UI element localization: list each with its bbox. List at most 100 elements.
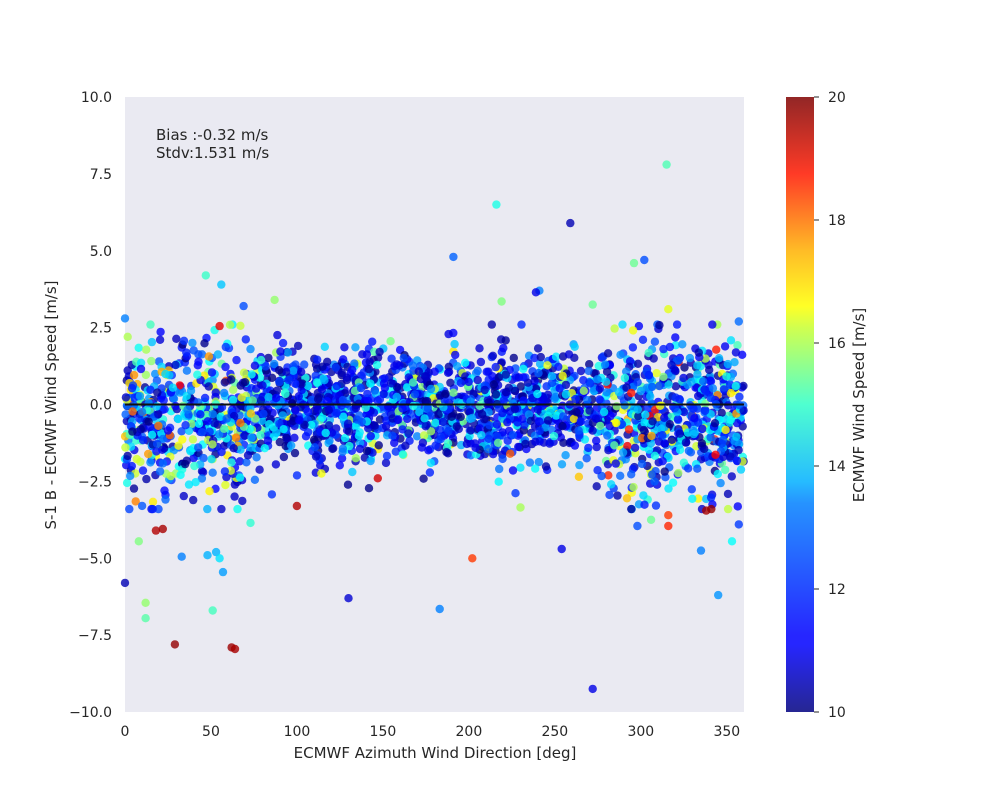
data-point <box>128 407 137 416</box>
data-point <box>451 350 460 360</box>
data-point <box>410 390 420 399</box>
data-point <box>303 381 313 391</box>
data-point <box>607 480 616 489</box>
data-point <box>412 432 422 441</box>
data-point <box>670 403 680 413</box>
data-point <box>137 501 147 511</box>
data-point <box>255 465 264 474</box>
data-point <box>154 504 163 514</box>
data-point <box>452 422 461 431</box>
data-point <box>449 388 458 397</box>
data-point <box>572 408 581 417</box>
data-point <box>602 388 611 397</box>
colorbar-tick-label: 10 <box>828 705 846 721</box>
data-point <box>256 431 265 440</box>
data-point <box>356 384 366 393</box>
data-point <box>644 348 653 358</box>
data-point <box>534 368 543 378</box>
colorbar <box>786 97 814 712</box>
data-point <box>151 369 160 379</box>
data-point <box>488 351 498 360</box>
data-point <box>681 438 691 447</box>
data-point <box>291 379 300 388</box>
data-point <box>384 402 393 411</box>
data-point <box>146 320 155 329</box>
data-point <box>531 464 540 473</box>
data-point <box>225 320 235 329</box>
y-axis-label: S-1 B - ECMWF Wind Speed [m/s] <box>42 280 60 529</box>
data-point <box>256 355 266 365</box>
data-point <box>382 451 392 461</box>
data-point <box>501 388 511 397</box>
data-point <box>603 349 613 358</box>
data-point <box>732 432 741 441</box>
data-point <box>362 446 372 456</box>
data-point <box>390 438 399 448</box>
data-point <box>559 412 568 421</box>
data-point <box>324 405 333 415</box>
data-point <box>509 353 518 363</box>
data-point <box>731 382 740 391</box>
data-point <box>160 486 169 495</box>
data-point <box>237 393 246 402</box>
data-point <box>313 355 322 364</box>
data-point <box>170 640 180 649</box>
data-point <box>194 350 203 359</box>
data-point <box>205 427 214 436</box>
data-point <box>487 320 496 329</box>
data-point <box>292 471 302 480</box>
data-point <box>569 414 579 423</box>
data-point <box>593 466 602 475</box>
y-tick-label: 7.5 <box>90 167 112 183</box>
data-point <box>348 467 357 477</box>
data-point <box>503 418 512 427</box>
data-point <box>364 396 373 406</box>
data-point <box>272 428 281 437</box>
data-point <box>247 433 256 442</box>
data-point <box>561 390 571 399</box>
data-point <box>208 606 217 615</box>
data-point <box>208 410 217 419</box>
data-point <box>610 324 619 333</box>
data-point <box>320 376 329 385</box>
data-point <box>559 438 568 447</box>
data-point <box>128 427 137 436</box>
data-point <box>726 415 735 425</box>
data-point <box>398 450 407 459</box>
data-point <box>519 364 528 374</box>
data-point <box>154 421 163 430</box>
data-point <box>423 404 432 413</box>
data-point <box>672 320 682 329</box>
data-point <box>364 484 374 493</box>
data-point <box>343 480 353 489</box>
data-point <box>583 395 592 405</box>
data-point <box>211 547 221 557</box>
data-point <box>121 443 130 452</box>
data-point <box>708 320 717 329</box>
data-point <box>348 365 357 375</box>
data-point <box>294 392 303 401</box>
data-point <box>497 297 506 306</box>
data-point <box>142 345 151 354</box>
data-point <box>207 368 217 377</box>
y-tick-label: 0.0 <box>90 398 112 414</box>
data-point <box>155 335 165 344</box>
data-point <box>734 520 743 529</box>
data-point <box>272 393 281 403</box>
data-point <box>456 378 466 388</box>
data-point <box>717 439 727 448</box>
data-point <box>707 504 716 514</box>
data-point <box>517 320 526 329</box>
y-axis-ticks: −10.0 −7.5 −5.0 −2.5 0.0 2.5 5.0 7.5 10.0 <box>69 90 112 721</box>
data-point <box>135 414 144 423</box>
data-point <box>366 456 375 466</box>
data-point <box>660 413 669 422</box>
data-point <box>320 342 329 351</box>
data-point <box>191 478 200 487</box>
stdv-annotation: Stdv:1.531 m/s <box>156 144 269 162</box>
data-point <box>557 544 566 554</box>
x-axis-label: ECMWF Azimuth Wind Direction [deg] <box>294 744 577 762</box>
data-point <box>723 504 733 514</box>
data-point <box>246 409 255 418</box>
data-point <box>215 430 224 439</box>
